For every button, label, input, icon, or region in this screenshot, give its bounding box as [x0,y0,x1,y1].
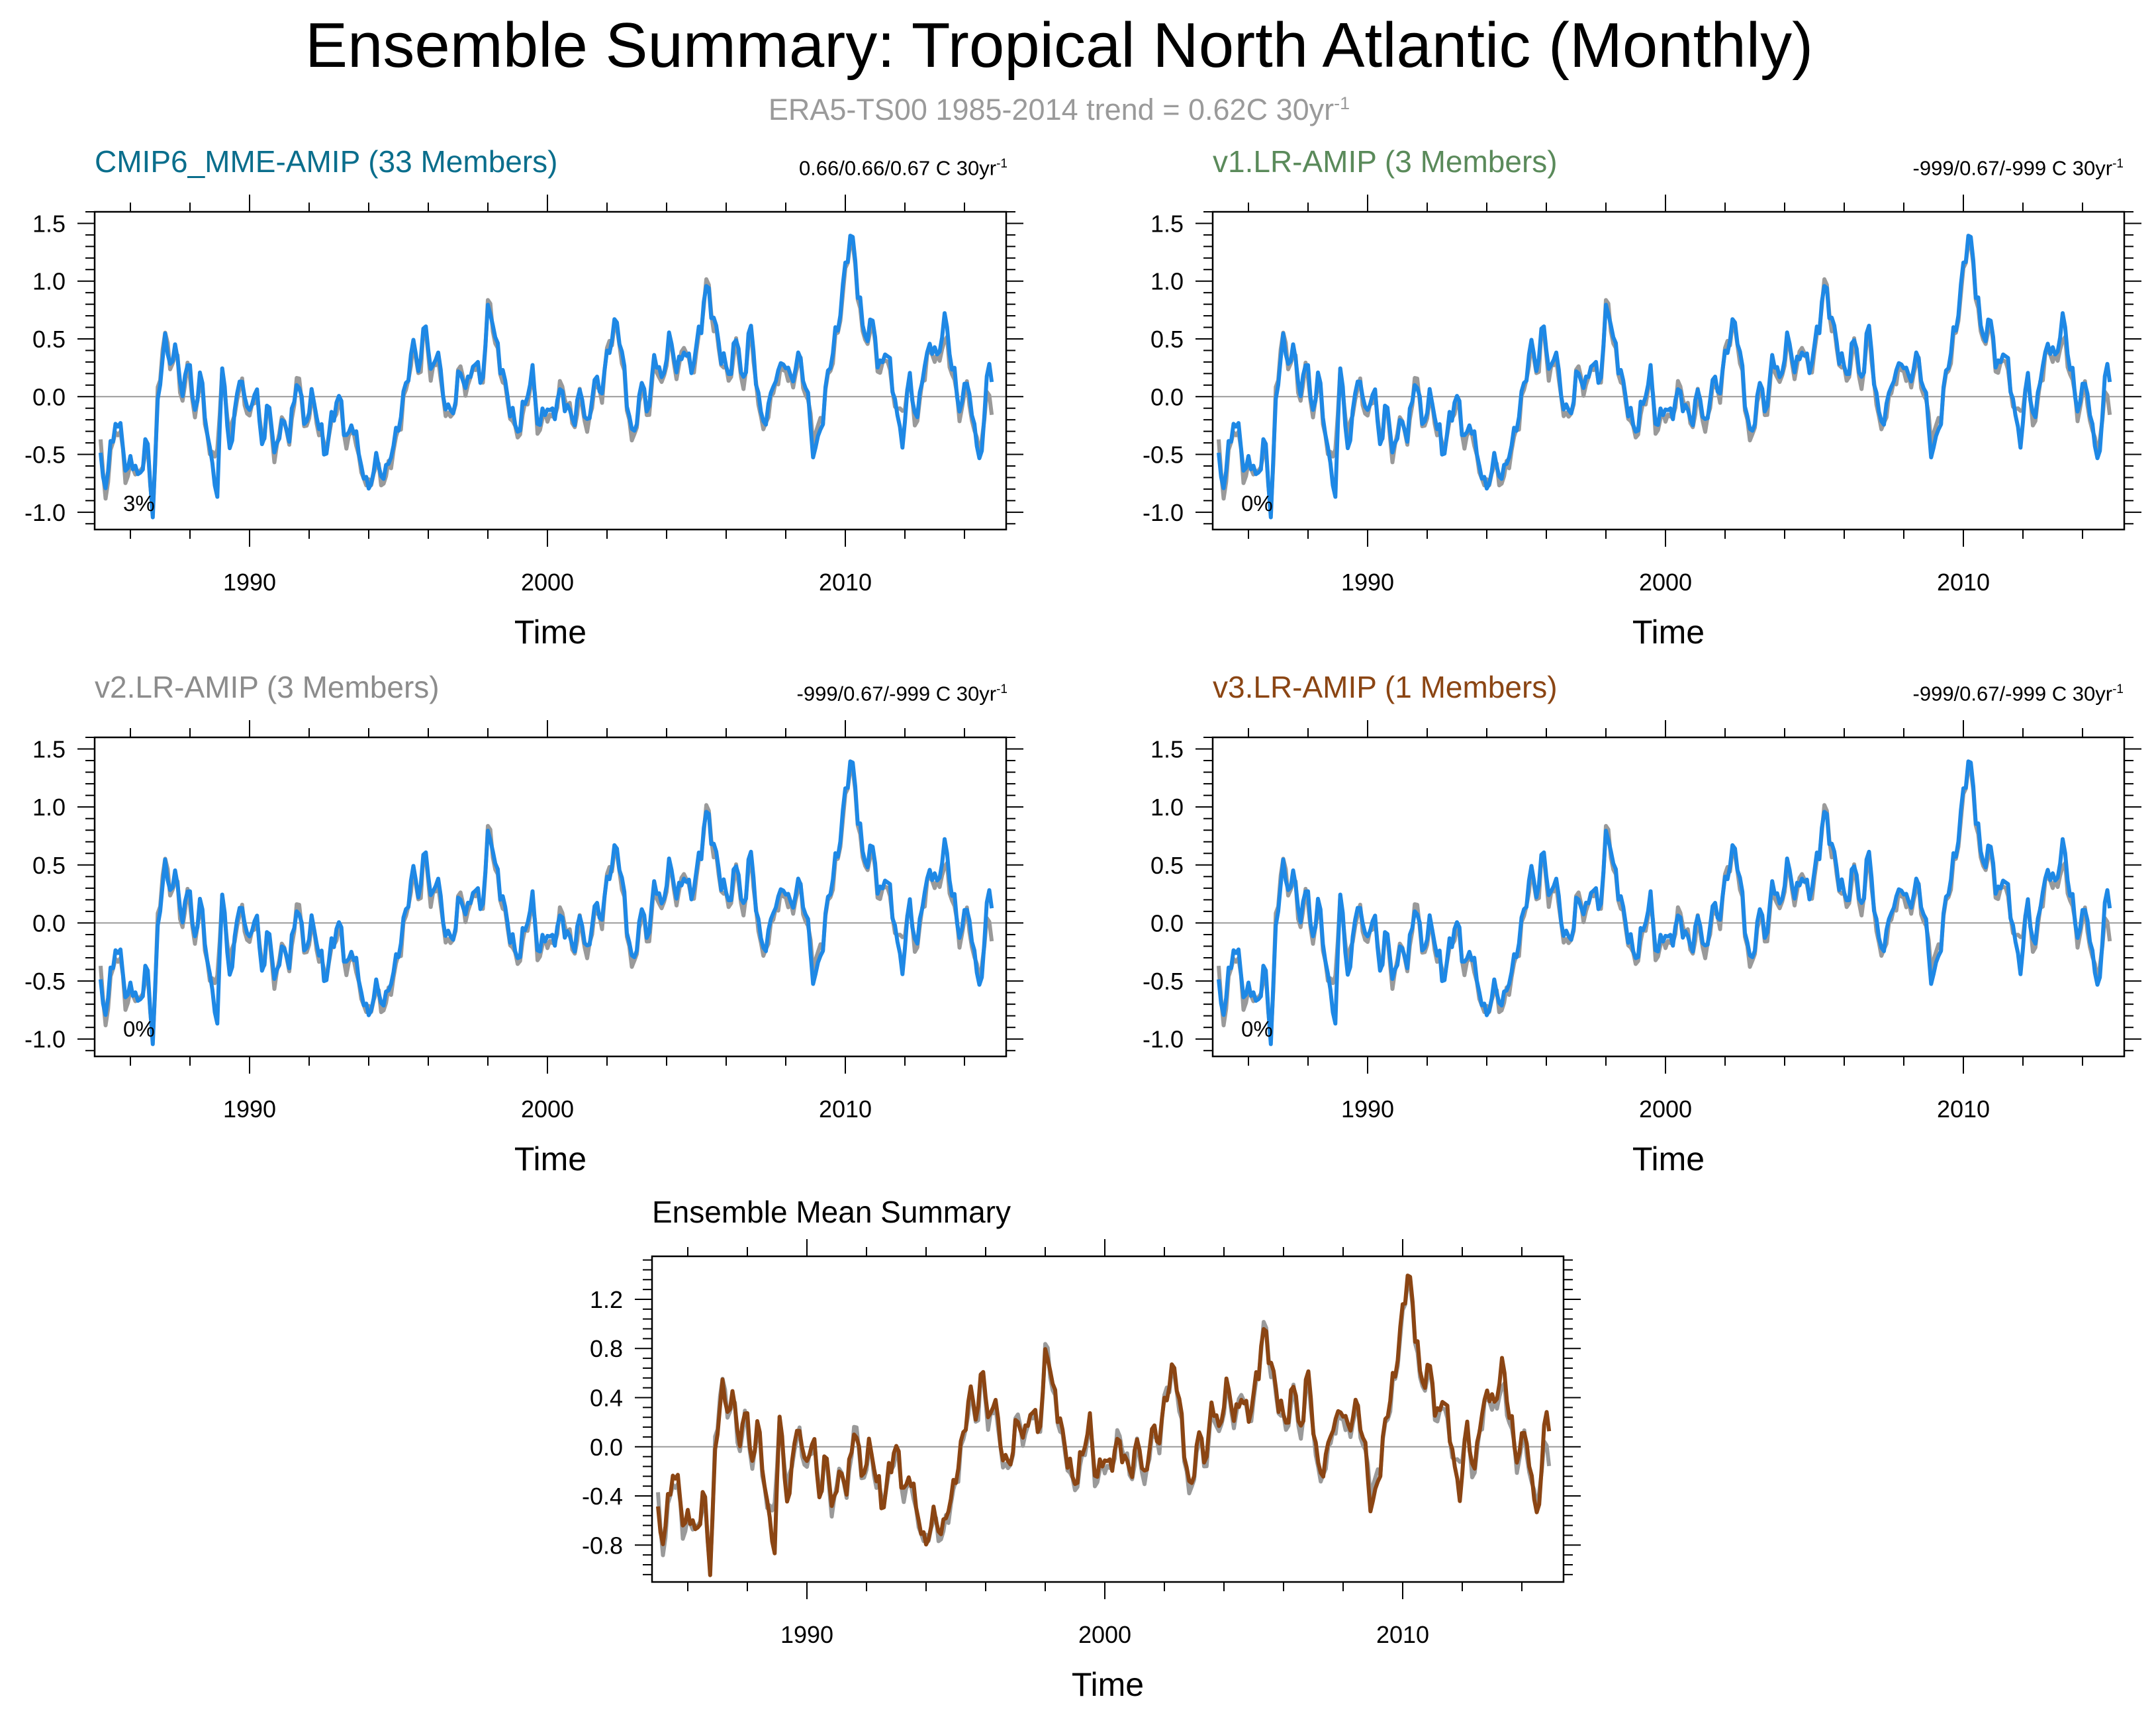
plot-frame-ensmean [651,1255,1565,1583]
xtick-label-v2-1: 2000 [521,1095,574,1123]
ytick-label-v3-4: 1.0 [1150,794,1184,821]
xtick-label-v2-2: 2010 [819,1095,872,1123]
plot-frame-v2 [93,736,1008,1058]
ytick-label-cmip6-4: 1.0 [32,268,66,295]
xlabel-v3: Time [1632,1140,1705,1178]
ytick-label-v1-5: 1.5 [1150,210,1184,237]
xtick-label-v1-2: 2010 [1937,569,1990,596]
ytick-label-v2-3: 0.5 [32,852,66,879]
ytick-label-cmip6-0: -1.0 [24,499,66,526]
series-line-model-ensmean [656,1274,1552,1577]
trend-label-v1: -999/0.67/-999 C 30yr-1 [1660,151,2124,181]
ytick-label-v1-2: 0.0 [1150,383,1184,410]
percent-label-v2: 0% [123,1017,155,1041]
ytick-label-v2-1: -0.5 [24,968,66,995]
series-line-model-v1 [1217,234,2112,520]
xlabel-cmip6: Time [514,614,586,651]
plot-frame-v3 [1211,736,2126,1058]
xlabel-v1: Time [1632,614,1705,651]
ytick-label-v2-2: 0.0 [32,909,66,937]
ytick-label-v3-3: 0.5 [1150,852,1184,879]
trend-text-cmip6: 0.66/0.66/0.67 C 30yr [798,156,997,180]
subtitle: ERA5-TS00 1985-2014 trend = 0.62C 30yr-1 [0,85,2118,128]
panel-title-v2: v2.LR-AMIP (3 Members) [95,670,440,704]
xtick-label-v3-1: 2000 [1639,1095,1692,1123]
trend-text-v3: -999/0.67/-999 C 30yr [1912,682,2113,706]
panel-title-v3: v3.LR-AMIP (1 Members) [1213,670,1558,704]
xlabel-v2: Time [514,1140,586,1178]
percent-label-v3: 0% [1241,1017,1273,1041]
ytick-label-ensmean-2: 0.0 [590,1434,623,1461]
trend-text-v1: -999/0.67/-999 C 30yr [1912,156,2113,180]
xtick-label-ensmean-2: 2010 [1376,1621,1429,1648]
series-line-model-cmip6 [99,234,994,520]
trend-sup-v2: -1 [996,682,1008,696]
series-line-model-v3 [1217,759,2112,1046]
ytick-label-v3-5: 1.5 [1150,736,1184,763]
xtick-label-v2-0: 1990 [223,1095,276,1123]
ytick-label-v2-4: 1.0 [32,794,66,821]
chart-ensmean: -0.8 -0.4 0.0 0.4 0.8 1.2 1990 2000 2010 Time [582,1239,1581,1703]
panel-title-cmip6: CMIP6_MME-AMIP (33 Members) [95,144,558,179]
chart-cmip6: -1.0 -0.5 0.0 0.5 1.0 1.5 1990 2000 2010 Time 3% [24,195,1023,651]
plot-frame-v1 [1211,210,2126,531]
xtick-label-cmip6-0: 1990 [223,569,276,596]
xtick-label-v1-1: 2000 [1639,569,1692,596]
ytick-label-cmip6-5: 1.5 [32,210,66,237]
trend-label-cmip6: 0.66/0.66/0.67 C 30yr-1 [544,151,1008,181]
panel-title-ensemble-mean: Ensemble Mean Summary [652,1195,1011,1229]
ytick-label-cmip6-3: 0.5 [32,326,66,353]
xlabel-ensmean: Time [1072,1666,1144,1703]
xtick-label-v1-0: 1990 [1341,569,1394,596]
xtick-label-v3-2: 2010 [1937,1095,1990,1123]
ytick-label-v3-0: -1.0 [1143,1026,1184,1053]
xtick-label-cmip6-1: 2000 [521,569,574,596]
trend-label-v2: -999/0.67/-999 C 30yr-1 [544,676,1008,707]
panel-title-v1: v1.LR-AMIP (3 Members) [1213,144,1558,179]
chart-v3: -1.0 -0.5 0.0 0.5 1.0 1.5 1990 2000 2010 Time 0% [1143,720,2141,1178]
ytick-label-cmip6-2: 0.0 [32,383,66,410]
percent-label-cmip6: 3% [123,491,155,516]
ytick-label-v1-1: -0.5 [1143,441,1184,469]
chart-v2: -1.0 -0.5 0.0 0.5 1.0 1.5 1990 2000 2010 Time 0% [24,720,1023,1178]
trend-sup-cmip6: -1 [996,157,1008,171]
chart-v1: -1.0 -0.5 0.0 0.5 1.0 1.5 1990 2000 2010 Time 0% [1143,195,2141,651]
ytick-label-v2-0: -1.0 [24,1026,66,1053]
ytick-label-v1-0: -1.0 [1143,499,1184,526]
trend-text-v2: -999/0.67/-999 C 30yr [796,682,997,706]
ytick-label-v1-3: 0.5 [1150,326,1184,353]
subtitle-text: ERA5-TS00 1985-2014 trend = 0.62C 30yr [768,93,1335,126]
ytick-label-v3-2: 0.0 [1150,909,1184,937]
ytick-label-v1-4: 1.0 [1150,268,1184,295]
trend-sup-v1: -1 [2112,157,2124,171]
ytick-label-ensmean-5: 1.2 [590,1286,623,1313]
percent-label-v1: 0% [1241,491,1273,516]
subtitle-superscript: -1 [1334,93,1350,113]
xtick-label-ensmean-0: 1990 [780,1621,833,1648]
xtick-label-cmip6-2: 2010 [819,569,872,596]
ytick-label-v3-1: -0.5 [1143,968,1184,995]
ytick-label-v2-5: 1.5 [32,736,66,763]
ytick-label-ensmean-1: -0.4 [582,1483,623,1510]
xtick-label-v3-0: 1990 [1341,1095,1394,1123]
xtick-label-ensmean-1: 2000 [1078,1621,1131,1648]
ytick-label-ensmean-4: 0.8 [590,1335,623,1362]
plot-frame-cmip6 [93,210,1008,531]
ytick-label-cmip6-1: -0.5 [24,441,66,469]
ytick-label-ensmean-0: -0.8 [582,1532,623,1559]
series-line-model-v2 [99,759,994,1046]
ytick-label-ensmean-3: 0.4 [590,1385,623,1412]
main-title: Ensemble Summary: Tropical North Atlanti… [305,10,1814,81]
trend-label-v3: -999/0.67/-999 C 30yr-1 [1660,676,2124,707]
trend-sup-v3: -1 [2112,682,2124,696]
